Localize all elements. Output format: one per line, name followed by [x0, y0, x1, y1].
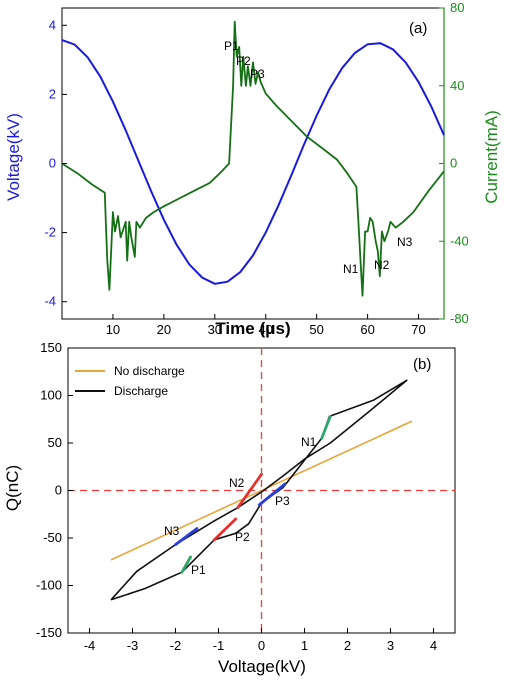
panel-a: 10 20 30 40 50 60 70 -4 -2 0 2 4 -80 -40 0 40 80 P1 P2 P… — [4, 0, 501, 338]
panel-b-xtick-label: 4 — [430, 638, 437, 653]
panel-b-ticks: -4 -3 -2 -1 0 1 2 3 4 -150 -100 -50 0 50 100 150 — [36, 340, 437, 653]
panel-a-plot-border — [61, 7, 445, 320]
annotation-b-p3: P3 — [275, 494, 290, 508]
current-series-line — [61, 20, 445, 297]
highlight-segment-p1 — [180, 555, 192, 574]
panel-a-y2label: Current(mA) — [482, 110, 501, 204]
panel-b-ylabel: Q(nC) — [3, 465, 22, 511]
panel-a-xtick-label: 50 — [309, 322, 323, 337]
annotation-b-n1: N1 — [301, 435, 317, 449]
panel-a-xlabel: Time (μs) — [215, 319, 290, 338]
panel-a-ylabel: Voltage(kV) — [4, 113, 23, 201]
panel-a-label: (a) — [409, 20, 427, 37]
panel-a-y2tick-label: 40 — [450, 78, 464, 93]
annotation-b-n3: N3 — [164, 524, 180, 538]
panel-a-ytick-label: -4 — [44, 294, 56, 309]
voltage-series-line — [61, 39, 445, 285]
panel-b-xtick-label: -2 — [170, 638, 182, 653]
panel-a-xtick-label: 20 — [157, 322, 171, 337]
panel-b-legend: No discharge Discharge — [75, 364, 185, 398]
highlight-segment-p3 — [257, 482, 287, 507]
panel-a-ticks: 10 20 30 40 50 60 70 -4 -2 0 2 4 -80 -40 0 40 80 — [44, 0, 468, 337]
panel-b-xtick-label: -1 — [213, 638, 225, 653]
highlight-segment-n2 — [236, 472, 263, 510]
panel-b-ytick-label: 50 — [48, 435, 62, 450]
panel-b-label: (b) — [413, 356, 431, 373]
annotation-p3: P3 — [250, 67, 265, 81]
panel-a-frame — [61, 7, 445, 320]
annotation-n3: N3 — [397, 235, 413, 249]
panel-b-xtick-label: -4 — [84, 638, 96, 653]
no-discharge-line — [110, 420, 413, 561]
discharge-loop-line — [110, 379, 408, 601]
panel-a-ytick-label: -2 — [44, 225, 56, 240]
annotation-p1: P1 — [224, 39, 239, 53]
panel-a-annotations: P1 P2 P3 N1 N2 N3 — [224, 39, 413, 276]
panel-b: -4 -3 -2 -1 0 1 2 3 4 -150 -100 -50 0 50 100 150 No dis… — [3, 340, 456, 676]
panel-a-xtick-label: 30 — [208, 322, 222, 337]
annotation-b-p2: P2 — [235, 530, 250, 544]
panel-b-ytick-label: 0 — [55, 483, 62, 498]
panel-a-y2tick-label: 0 — [450, 156, 457, 171]
panel-a-xtick-label: 40 — [258, 322, 272, 337]
panel-b-xtick-label: 3 — [387, 638, 394, 653]
panel-a-y2tick-label: 80 — [450, 0, 464, 15]
highlight-segment-p2 — [212, 517, 238, 542]
legend-label-discharge: Discharge — [114, 384, 168, 398]
panel-b-xtick-label: -3 — [127, 638, 139, 653]
panel-b-xlabel: Voltage(kV) — [218, 657, 306, 676]
panel-a-ytick-label: 0 — [49, 156, 56, 171]
panel-b-ytick-label: -100 — [36, 578, 62, 593]
annotation-n2: N2 — [374, 258, 390, 272]
annotation-p2: P2 — [236, 54, 251, 68]
panel-b-annotations: N1 N2 P3 N3 P2 P1 — [164, 435, 317, 577]
panel-a-y2tick-label: -80 — [450, 311, 469, 326]
panel-b-ytick-label: -150 — [36, 625, 62, 640]
panel-a-xtick-label: 60 — [360, 322, 374, 337]
panel-b-ytick-label: 100 — [40, 388, 62, 403]
panel-a-ytick-label: 4 — [49, 17, 56, 32]
panel-b-xtick-label: 0 — [258, 638, 265, 653]
annotation-n1: N1 — [343, 262, 359, 276]
panel-b-xtick-label: 2 — [344, 638, 351, 653]
panel-b-ytick-label: 150 — [40, 340, 62, 355]
panel-a-ytick-label: 2 — [49, 86, 56, 101]
panel-b-series — [110, 379, 413, 601]
highlight-segment-n1 — [320, 414, 332, 440]
annotation-b-n2: N2 — [229, 476, 245, 490]
highlight-segment-n3 — [174, 527, 199, 547]
panel-a-xtick-label: 70 — [411, 322, 425, 337]
panel-a-series — [61, 20, 445, 297]
panel-b-xtick-label: 1 — [301, 638, 308, 653]
panel-a-xtick-label: 10 — [106, 322, 120, 337]
legend-label-no-discharge: No discharge — [114, 364, 185, 378]
annotation-b-p1: P1 — [191, 563, 206, 577]
panel-b-ytick-label: -50 — [43, 530, 62, 545]
panel-a-y2tick-label: -40 — [450, 233, 469, 248]
